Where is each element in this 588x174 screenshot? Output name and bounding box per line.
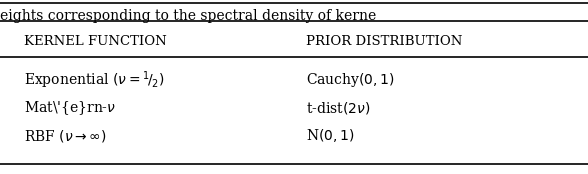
Text: KERNEL FUNCTION: KERNEL FUNCTION: [24, 35, 166, 48]
Text: RBF $(\nu \rightarrow \infty)$: RBF $(\nu \rightarrow \infty)$: [24, 128, 106, 144]
Text: N$(0, 1)$: N$(0, 1)$: [306, 127, 355, 144]
Text: t-dist$(2\nu)$: t-dist$(2\nu)$: [306, 100, 370, 116]
Text: Cauchy$(0, 1)$: Cauchy$(0, 1)$: [306, 71, 395, 89]
Text: eights corresponding to the spectral density of kerne: eights corresponding to the spectral den…: [0, 9, 376, 23]
Text: Mat\'{e}rn-$\nu$: Mat\'{e}rn-$\nu$: [24, 99, 116, 117]
Text: PRIOR DISTRIBUTION: PRIOR DISTRIBUTION: [306, 35, 462, 48]
Text: Exponential $(\nu = {^1\!/_{2}})$: Exponential $(\nu = {^1\!/_{2}})$: [24, 69, 164, 91]
